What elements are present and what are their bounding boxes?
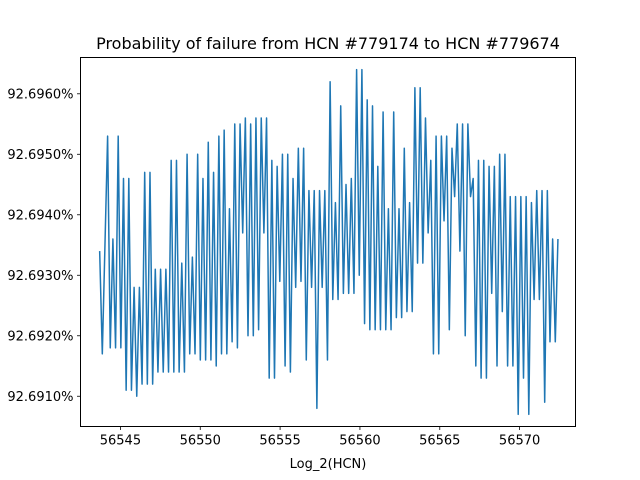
- y-tick-label: 92.6940%: [7, 208, 73, 223]
- x-tick-label: 56555: [259, 434, 300, 449]
- y-tick-label: 92.6950%: [7, 148, 73, 163]
- x-tick-label: 56570: [499, 434, 540, 449]
- chart-title: Probability of failure from HCN #779174 …: [96, 34, 560, 53]
- x-axis-ticks: 56545 56550 56555 56560 56565 56570: [100, 426, 540, 449]
- plot-frame: [80, 57, 576, 427]
- y-tick-label: 92.6930%: [7, 269, 73, 284]
- x-axis-label: Log_2(HCN): [290, 457, 367, 472]
- series-line-0: [98, 68, 559, 416]
- x-tick-label: 56545: [100, 434, 141, 449]
- y-tick-label: 92.6910%: [7, 390, 73, 405]
- x-tick-label: 56560: [339, 434, 380, 449]
- plot-area: [98, 68, 559, 416]
- x-tick-label: 56550: [180, 434, 221, 449]
- x-tick-label: 56565: [419, 434, 460, 449]
- y-tick-label: 92.6920%: [7, 329, 73, 344]
- y-tick-label: 92.6960%: [7, 87, 73, 102]
- y-axis-ticks: 92.6910% 92.6920% 92.6930% 92.6940% 92.6950%…: [7, 87, 81, 405]
